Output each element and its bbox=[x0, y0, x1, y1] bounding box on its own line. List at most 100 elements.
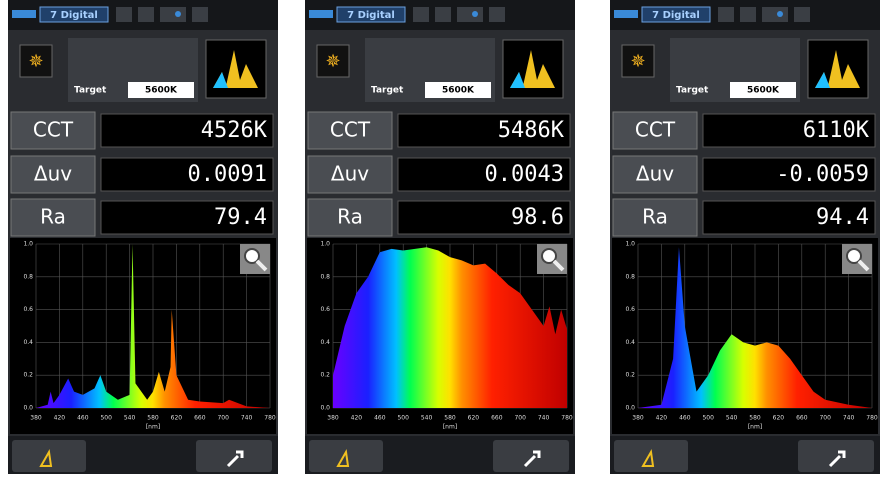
y-tick-label: 0.2 bbox=[625, 372, 635, 379]
y-tick-label: 0.4 bbox=[320, 339, 330, 346]
settings-button[interactable] bbox=[798, 440, 874, 472]
row-value: 94.4 bbox=[816, 205, 869, 230]
x-tick-label: 380 bbox=[30, 415, 42, 422]
light-icon: ✵ bbox=[630, 51, 645, 72]
x-axis-label: [nm] bbox=[443, 424, 457, 431]
mode-label: 7 Digital bbox=[50, 10, 98, 21]
y-tick-label: 0.0 bbox=[625, 405, 635, 412]
row-value: 98.6 bbox=[511, 205, 564, 230]
y-tick-label: 0.6 bbox=[23, 306, 33, 313]
x-axis-label: [nm] bbox=[748, 424, 762, 431]
status-dot bbox=[472, 11, 478, 17]
x-tick-label: 580 bbox=[147, 415, 159, 422]
status-tile bbox=[740, 7, 756, 22]
x-tick-label: 540 bbox=[124, 415, 136, 422]
x-tick-label: 740 bbox=[241, 415, 253, 422]
status-tile bbox=[762, 7, 788, 22]
row-value: 0.0043 bbox=[485, 162, 564, 187]
device-screen: 7 Digital✵Target5600KCCT5486KΔuv0.0043Ra… bbox=[305, 0, 575, 474]
x-axis-label: [nm] bbox=[146, 424, 160, 431]
target-value: 5600K bbox=[747, 86, 780, 96]
y-tick-label: 0.8 bbox=[320, 273, 330, 280]
x-tick-label: 420 bbox=[351, 415, 363, 422]
y-tick-label: 0.8 bbox=[23, 273, 33, 280]
x-tick-label: 780 bbox=[561, 415, 573, 422]
light-icon: ✵ bbox=[325, 51, 340, 72]
y-tick-label: 0.6 bbox=[625, 306, 635, 313]
y-tick-label: 0.6 bbox=[320, 306, 330, 313]
y-tick-label: 0.0 bbox=[320, 405, 330, 412]
y-tick-label: 1.0 bbox=[320, 241, 330, 248]
screenshot: 7 Digital ✵ Target 5600K CCT 4526K Δuv 0.0091 Ra… bbox=[0, 0, 883, 474]
row-label: Ra bbox=[40, 205, 66, 229]
x-tick-label: 660 bbox=[491, 415, 503, 422]
status-tile bbox=[192, 7, 208, 22]
status-tile bbox=[435, 7, 451, 22]
x-tick-label: 460 bbox=[679, 415, 691, 422]
x-tick-label: 380 bbox=[327, 415, 339, 422]
x-tick-label: 540 bbox=[726, 415, 738, 422]
row-label: Ra bbox=[642, 205, 668, 229]
x-tick-label: 580 bbox=[749, 415, 761, 422]
battery-icon bbox=[309, 10, 333, 18]
y-tick-label: 0.4 bbox=[23, 339, 33, 346]
status-tile bbox=[138, 7, 154, 22]
device-screen: 7 Digital ✵ Target 5600K CCT 6110K Δuv -0.0059 R… bbox=[610, 0, 880, 474]
row-value: 4526K bbox=[201, 118, 268, 143]
y-tick-label: 0.0 bbox=[23, 405, 33, 412]
settings-button[interactable] bbox=[493, 440, 569, 472]
x-tick-label: 380 bbox=[632, 415, 644, 422]
x-tick-label: 620 bbox=[773, 415, 785, 422]
status-tile bbox=[116, 7, 132, 22]
zoom-icon bbox=[847, 249, 861, 263]
x-tick-label: 460 bbox=[77, 415, 89, 422]
target-value: 5600K bbox=[442, 86, 475, 96]
status-dot bbox=[777, 11, 783, 17]
y-tick-label: 1.0 bbox=[625, 241, 635, 248]
target-label: Target bbox=[371, 86, 404, 96]
x-tick-label: 500 bbox=[397, 415, 409, 422]
x-tick-label: 460 bbox=[374, 415, 386, 422]
row-value: 0.0091 bbox=[188, 162, 267, 187]
x-tick-label: 780 bbox=[264, 415, 276, 422]
y-tick-label: 1.0 bbox=[23, 241, 33, 248]
y-tick-label: 0.8 bbox=[625, 273, 635, 280]
status-tile bbox=[489, 7, 505, 22]
zoom-icon bbox=[542, 249, 556, 263]
row-label: CCT bbox=[635, 118, 676, 142]
settings-button[interactable] bbox=[196, 440, 272, 472]
x-tick-label: 700 bbox=[514, 415, 526, 422]
row-value: 79.4 bbox=[214, 205, 267, 230]
x-tick-label: 500 bbox=[100, 415, 112, 422]
status-tile bbox=[160, 7, 186, 22]
x-tick-label: 620 bbox=[171, 415, 183, 422]
row-value: 6110K bbox=[803, 118, 870, 143]
x-tick-label: 540 bbox=[421, 415, 433, 422]
battery-icon bbox=[614, 10, 638, 18]
target-label: Target bbox=[74, 86, 107, 96]
x-tick-label: 580 bbox=[444, 415, 456, 422]
row-value: -0.0059 bbox=[776, 162, 869, 187]
row-label: Δuv bbox=[331, 162, 369, 186]
x-tick-label: 620 bbox=[468, 415, 480, 422]
row-label: Δuv bbox=[636, 162, 674, 186]
status-dot bbox=[175, 11, 181, 17]
status-tile bbox=[718, 7, 734, 22]
status-tile bbox=[413, 7, 429, 22]
x-tick-label: 420 bbox=[656, 415, 668, 422]
target-value: 5600K bbox=[145, 86, 178, 96]
mode-label: 7 Digital bbox=[652, 10, 700, 21]
row-label: CCT bbox=[330, 118, 371, 142]
x-tick-label: 700 bbox=[217, 415, 229, 422]
target-label: Target bbox=[676, 86, 709, 96]
x-tick-label: 740 bbox=[538, 415, 550, 422]
status-tile bbox=[794, 7, 810, 22]
light-icon: ✵ bbox=[28, 51, 43, 72]
x-tick-label: 420 bbox=[54, 415, 66, 422]
x-tick-label: 780 bbox=[866, 415, 878, 422]
x-tick-label: 700 bbox=[819, 415, 831, 422]
row-label: Δuv bbox=[34, 162, 72, 186]
y-tick-label: 0.4 bbox=[625, 339, 635, 346]
x-tick-label: 660 bbox=[796, 415, 808, 422]
x-tick-label: 500 bbox=[702, 415, 714, 422]
